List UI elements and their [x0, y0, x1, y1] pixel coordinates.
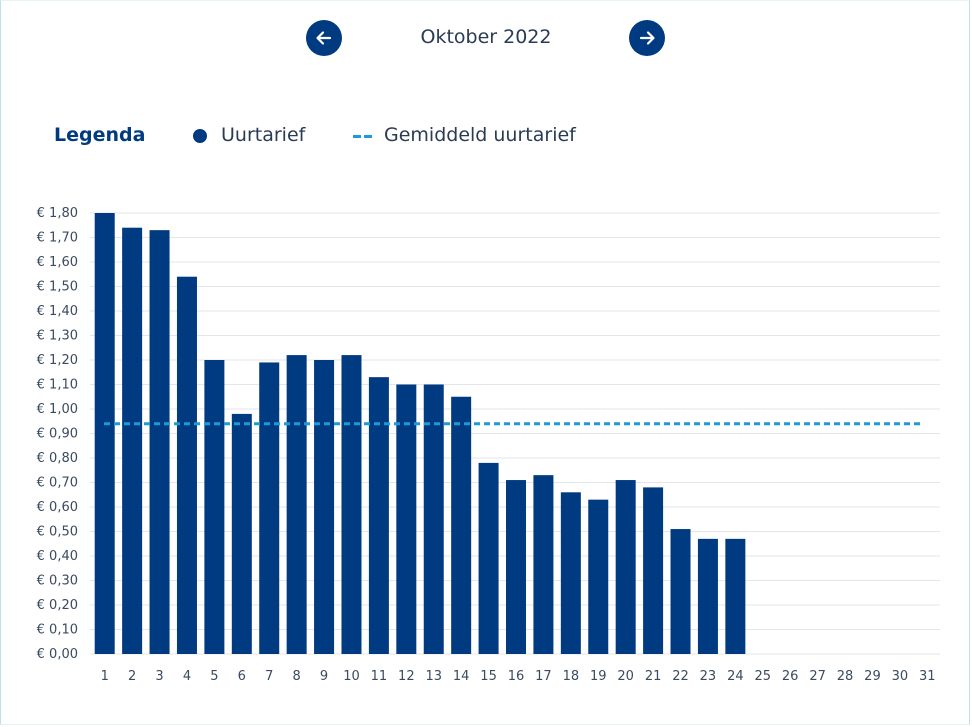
- x-tick-label: 11: [371, 669, 388, 684]
- bar: [697, 538, 718, 654]
- x-tick-label: 5: [210, 669, 218, 684]
- x-tick-label: 6: [238, 669, 246, 684]
- legend-title: Legenda: [54, 124, 146, 146]
- y-tick-label: € 0,90: [37, 427, 78, 442]
- y-tick-label: € 0,20: [37, 598, 78, 613]
- bar: [204, 360, 225, 654]
- legend-dot-marker: [193, 129, 207, 143]
- x-tick-label: 15: [480, 669, 497, 684]
- x-tick-label: 23: [700, 669, 717, 684]
- y-tick-label: € 0,00: [37, 647, 78, 662]
- x-tick-label: 31: [919, 669, 936, 684]
- x-tick-label: 29: [864, 669, 881, 684]
- legend-label-uurtarief: Uurtarief: [221, 124, 306, 146]
- bar: [231, 413, 252, 654]
- bar: [478, 462, 499, 654]
- bar: [506, 480, 526, 654]
- x-tick-label: 3: [155, 669, 163, 684]
- bar: [588, 499, 609, 654]
- x-tick-label: 7: [265, 669, 273, 684]
- bar: [122, 227, 143, 654]
- x-tick-label: 21: [645, 669, 662, 684]
- y-tick-label: € 1,30: [37, 329, 78, 344]
- bar: [643, 487, 664, 654]
- bar: [314, 360, 335, 654]
- x-tick-label: 13: [425, 669, 442, 684]
- bar: [396, 384, 417, 654]
- bar: [670, 529, 691, 654]
- y-tick-label: € 0,10: [37, 623, 78, 638]
- bar: [94, 213, 115, 654]
- x-tick-label: 16: [508, 669, 525, 684]
- legend-label-gemiddeld: Gemiddeld uurtarief: [384, 124, 576, 146]
- next-month-button[interactable]: [629, 20, 665, 56]
- x-tick-label: 14: [453, 669, 470, 684]
- month-title: Oktober 2022: [420, 26, 552, 48]
- x-tick-label: 25: [755, 669, 772, 684]
- x-tick-label: 9: [320, 669, 328, 684]
- x-tick-label: 10: [343, 669, 360, 684]
- y-tick-label: € 1,60: [37, 255, 78, 270]
- bar: [341, 355, 362, 654]
- x-tick-label: 30: [892, 669, 909, 684]
- x-tick-label: 1: [101, 669, 109, 684]
- y-tick-label: € 0,40: [37, 549, 78, 564]
- y-tick-label: € 1,00: [37, 402, 78, 417]
- y-tick-label: € 1,70: [37, 231, 78, 246]
- y-tick-label: € 0,60: [37, 500, 78, 515]
- x-tick-label: 22: [672, 669, 689, 684]
- y-tick-label: € 0,80: [37, 451, 78, 466]
- bar: [560, 492, 581, 654]
- bar: [533, 475, 554, 654]
- y-tick-label: € 1,40: [37, 304, 78, 319]
- y-tick-label: € 1,50: [37, 280, 78, 295]
- bar: [725, 538, 746, 654]
- x-tick-label: 26: [782, 669, 799, 684]
- x-tick-label: 17: [535, 669, 552, 684]
- x-tick-label: 12: [398, 669, 415, 684]
- arrow-left-icon: [316, 31, 332, 45]
- y-tick-label: € 1,20: [37, 353, 78, 368]
- bar: [451, 396, 472, 654]
- bar: [423, 384, 444, 654]
- x-tick-label: 2: [128, 669, 136, 684]
- x-tick-label: 18: [563, 669, 580, 684]
- arrow-right-icon: [639, 31, 655, 45]
- x-tick-label: 27: [809, 669, 826, 684]
- previous-month-button[interactable]: [306, 20, 342, 56]
- y-tick-label: € 1,10: [37, 378, 78, 393]
- bar: [368, 377, 389, 654]
- x-tick-label: 24: [727, 669, 744, 684]
- x-tick-label: 19: [590, 669, 607, 684]
- y-tick-label: € 1,80: [37, 206, 78, 221]
- y-tick-label: € 0,70: [37, 476, 78, 491]
- bar: [176, 276, 197, 654]
- y-tick-label: € 0,50: [37, 525, 78, 540]
- bar: [259, 362, 280, 654]
- x-tick-label: 8: [293, 669, 301, 684]
- bar: [286, 355, 307, 654]
- legend-dash-marker: [353, 135, 372, 138]
- bar: [615, 480, 636, 654]
- x-tick-label: 20: [617, 669, 634, 684]
- bar: [149, 230, 170, 654]
- y-tick-label: € 0,30: [37, 574, 78, 589]
- x-tick-label: 4: [183, 669, 191, 684]
- x-tick-label: 28: [837, 669, 854, 684]
